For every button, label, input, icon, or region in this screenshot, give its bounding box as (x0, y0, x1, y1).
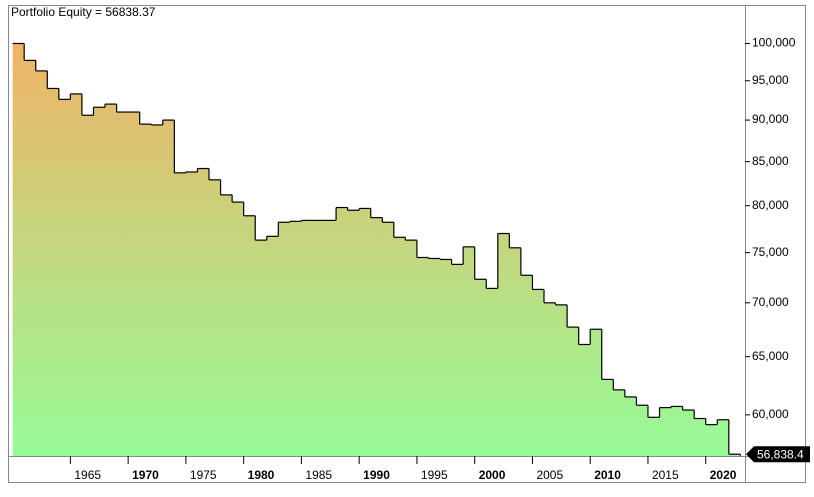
area-segment (636, 405, 649, 456)
area-segment (35, 70, 48, 457)
x-tick-label: 2020 (710, 468, 737, 482)
area-segment (497, 233, 510, 456)
area-segment (428, 258, 441, 456)
y-tick-label: 90,000 (752, 112, 789, 126)
x-tick-label: 1990 (363, 468, 390, 482)
area-segment (647, 417, 661, 456)
x-tick-label: 2010 (594, 468, 621, 482)
area-segment (220, 194, 233, 456)
area-segment (128, 112, 141, 456)
x-tick-label: 1985 (305, 468, 332, 482)
x-tick-label: 1975 (190, 468, 217, 482)
area-segment (705, 424, 718, 456)
area-segment (532, 289, 545, 456)
x-tick-label: 2000 (479, 468, 506, 482)
area-segment (486, 288, 499, 456)
area-segment (162, 120, 175, 457)
y-tick-label: 80,000 (752, 198, 789, 212)
area-segment (336, 207, 349, 456)
area-segment (590, 329, 603, 456)
x-tick-label: 2015 (652, 468, 679, 482)
area-segment (728, 454, 741, 456)
area-segment (347, 210, 360, 456)
area-segment (613, 389, 626, 456)
area-segment (24, 60, 37, 456)
x-tick-label: 2005 (536, 468, 563, 482)
area-segment (624, 396, 637, 456)
area-segment (12, 43, 25, 457)
area-segment (509, 247, 522, 456)
area-segment (70, 93, 83, 456)
y-tick-label: 100,000 (752, 36, 796, 50)
area-segment (301, 220, 314, 456)
area-segment (671, 406, 684, 456)
area-segment (370, 217, 383, 456)
area-segment (266, 236, 279, 456)
y-tick-label: 60,000 (752, 407, 789, 421)
x-tick-label: 1970 (132, 468, 159, 482)
area-segment (440, 259, 453, 456)
area-segment (405, 240, 418, 456)
area-segment (416, 257, 429, 456)
area-segment (544, 302, 557, 456)
area-segment (451, 264, 464, 456)
y-tick-label: 95,000 (752, 73, 789, 87)
area-segment (555, 304, 568, 456)
area-segment (278, 222, 291, 456)
x-tick-label: 1995 (421, 468, 448, 482)
y-tick-label: 75,000 (752, 245, 789, 259)
area-segment (289, 221, 302, 456)
area-segment (382, 222, 395, 456)
area-segment (105, 104, 118, 456)
area-segment (93, 107, 106, 456)
area-segment (47, 88, 60, 456)
chart-title: Portfolio Equity = 56838.37 (11, 5, 156, 19)
y-tick-label: 70,000 (752, 295, 789, 309)
area-segment (58, 99, 71, 457)
area-segment (694, 418, 707, 456)
area-segment (359, 208, 372, 456)
y-tick-label: 65,000 (752, 349, 789, 363)
last-value-badge (746, 446, 810, 463)
area-segment (255, 240, 268, 456)
area-segment (185, 171, 198, 456)
area-segment (463, 246, 476, 456)
area-segment (324, 220, 337, 456)
area-segment (474, 279, 487, 456)
area-segment (520, 275, 533, 456)
area-segment (197, 168, 210, 456)
area-segment (659, 407, 672, 456)
area-segment (393, 237, 406, 456)
area-segment (139, 124, 152, 457)
x-tick-label: 1965 (74, 468, 101, 482)
area-segment (174, 172, 187, 457)
area-segment (312, 220, 326, 456)
last-value-label: 56,838.4 (757, 447, 804, 461)
area-segment (682, 410, 695, 456)
area-segment (601, 379, 614, 456)
area-segment (81, 115, 94, 456)
area-segment (209, 179, 222, 456)
x-tick-label: 1980 (248, 468, 275, 482)
area-segment (232, 202, 245, 456)
area-segment (116, 112, 129, 456)
area-segment (243, 215, 256, 456)
area-segment (151, 124, 164, 456)
y-tick-label: 85,000 (752, 154, 789, 168)
area-segment (717, 419, 730, 456)
area-segment (567, 327, 580, 456)
plot (12, 42, 741, 457)
area-segment (578, 344, 591, 456)
